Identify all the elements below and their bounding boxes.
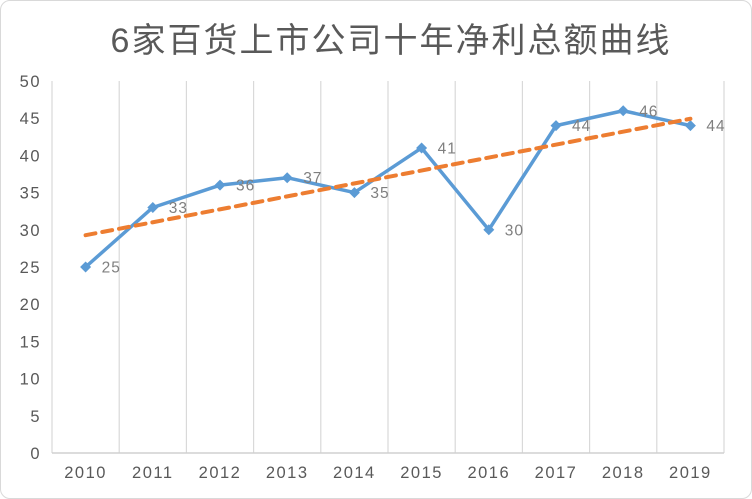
data-point-marker	[214, 179, 226, 191]
data-label: 44	[706, 118, 725, 135]
y-axis-tick-label: 45	[20, 110, 41, 128]
x-axis-tick-label: 2013	[266, 464, 309, 482]
data-label: 41	[438, 140, 457, 157]
data-point-marker	[617, 105, 629, 117]
series-line	[83, 109, 693, 269]
y-axis-tick-label: 40	[20, 147, 41, 165]
x-axis-tick-label: 2016	[467, 464, 510, 482]
y-axis-tick-label: 15	[20, 333, 41, 351]
data-point-marker	[550, 120, 562, 132]
data-point-marker	[147, 201, 159, 213]
data-label: 44	[572, 118, 591, 135]
data-label: 33	[169, 200, 188, 217]
y-axis-tick-label: 35	[20, 185, 41, 203]
y-axis-tick-label: 5	[30, 408, 41, 426]
y-axis-tick-label: 10	[20, 371, 41, 389]
data-label: 35	[370, 185, 389, 202]
data-point-marker	[684, 120, 696, 132]
data-label: 46	[639, 103, 658, 120]
data-point-marker	[348, 187, 360, 199]
data-label: 37	[303, 170, 322, 187]
data-point-marker	[416, 142, 428, 154]
x-axis-tick-label: 2017	[535, 464, 578, 482]
y-axis-tick-label: 0	[30, 445, 41, 463]
y-axis-tick-label: 50	[20, 73, 41, 91]
x-axis-tick-label: 2011	[132, 464, 173, 482]
y-axis-tick-label: 20	[20, 296, 41, 314]
x-axis-tick-label: 2010	[64, 464, 107, 482]
data-point-marker	[483, 224, 495, 236]
y-axis-tick-label: 30	[20, 222, 41, 240]
x-axis-tick-label: 2015	[400, 464, 443, 482]
y-axis-tick-label: 25	[20, 259, 41, 277]
trendline-dashed	[83, 116, 693, 238]
data-point-marker	[281, 172, 293, 184]
chart-title: 6家百货上市公司十年净利总额曲线	[110, 22, 672, 60]
x-axis-tick-label: 2012	[199, 464, 242, 482]
data-label: 25	[102, 260, 121, 277]
data-label: 36	[236, 178, 255, 195]
x-axis-tick-label: 2018	[602, 464, 645, 482]
data-point-marker	[80, 261, 92, 273]
x-axis-tick-label: 2014	[333, 464, 376, 482]
x-axis-tick-label: 2019	[669, 464, 712, 482]
data-label: 30	[505, 222, 524, 239]
